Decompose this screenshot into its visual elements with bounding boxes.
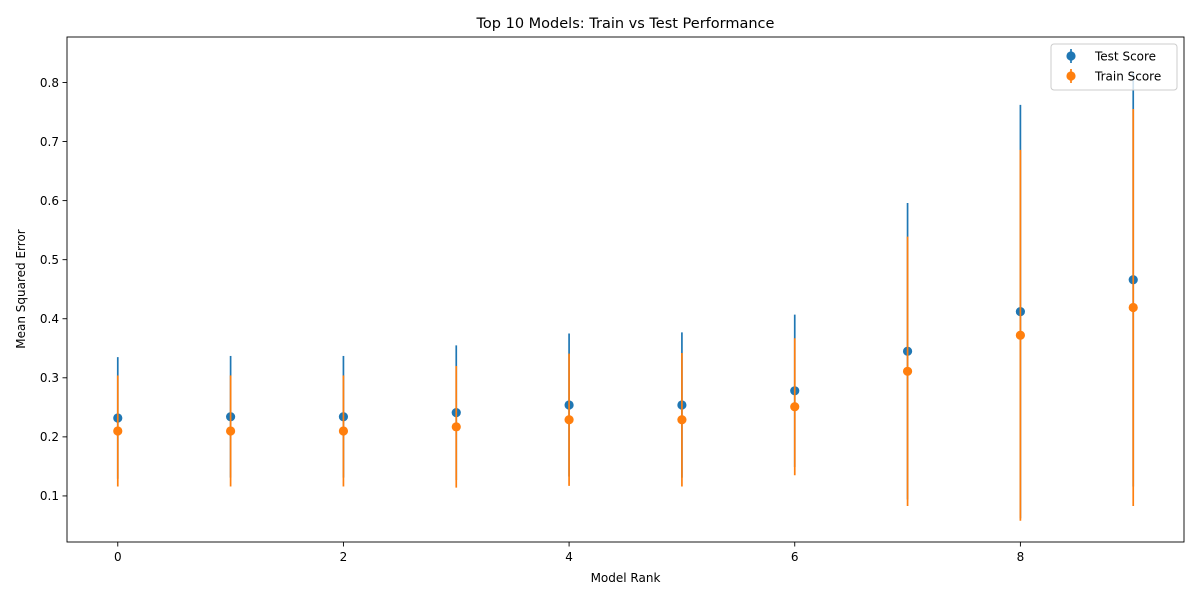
legend-label: Train Score: [1094, 69, 1161, 83]
x-axis-label: Model Rank: [591, 571, 661, 585]
legend: Test Score Train Score: [1050, 43, 1178, 91]
axes-frame: [66, 36, 1185, 543]
x-tick-label: 6: [791, 550, 799, 564]
data-point: [338, 426, 349, 436]
y-tick-label: 0.1: [40, 489, 59, 503]
y-tick-label: 0.2: [40, 430, 59, 444]
legend-marker: [1066, 71, 1076, 81]
legend-marker: [1066, 51, 1076, 61]
data-point: [226, 426, 236, 436]
y-tick-label: 0.8: [40, 76, 59, 90]
data-point: [790, 402, 800, 412]
chart-title: Top 10 Models: Train vs Test Performance: [476, 16, 775, 32]
legend-item: Train Score: [1066, 69, 1161, 83]
x-tick-label: 2: [340, 550, 348, 564]
data-point: [451, 422, 461, 432]
x-tick-label: 8: [1017, 550, 1025, 564]
data-point: [1128, 302, 1138, 313]
y-tick-label: 0.3: [40, 371, 59, 385]
y-tick-label: 0.6: [40, 194, 59, 208]
x-tick-label: 0: [114, 550, 122, 564]
data-point: [902, 366, 913, 376]
y-tick-label: 0.4: [40, 312, 59, 326]
y-axis-label: Mean Squared Error: [14, 229, 28, 349]
data-point: [113, 426, 123, 436]
series-train-score: [113, 109, 1138, 521]
y-tick-label: 0.5: [40, 253, 59, 267]
legend-box: [1050, 43, 1178, 91]
y-tick-label: 0.7: [40, 135, 59, 149]
data-point: [1015, 330, 1025, 340]
legend-label: Test Score: [1094, 49, 1156, 63]
legend-item: Test Score: [1066, 49, 1156, 63]
data-point: [677, 415, 687, 425]
x-tick-label: 4: [565, 550, 573, 564]
plot-area: 0 2 4 6 8 0.1 0.2 0.3 0.4 0.5 0.6 0.7 0.8: [40, 36, 1185, 564]
data-point: [564, 415, 574, 425]
